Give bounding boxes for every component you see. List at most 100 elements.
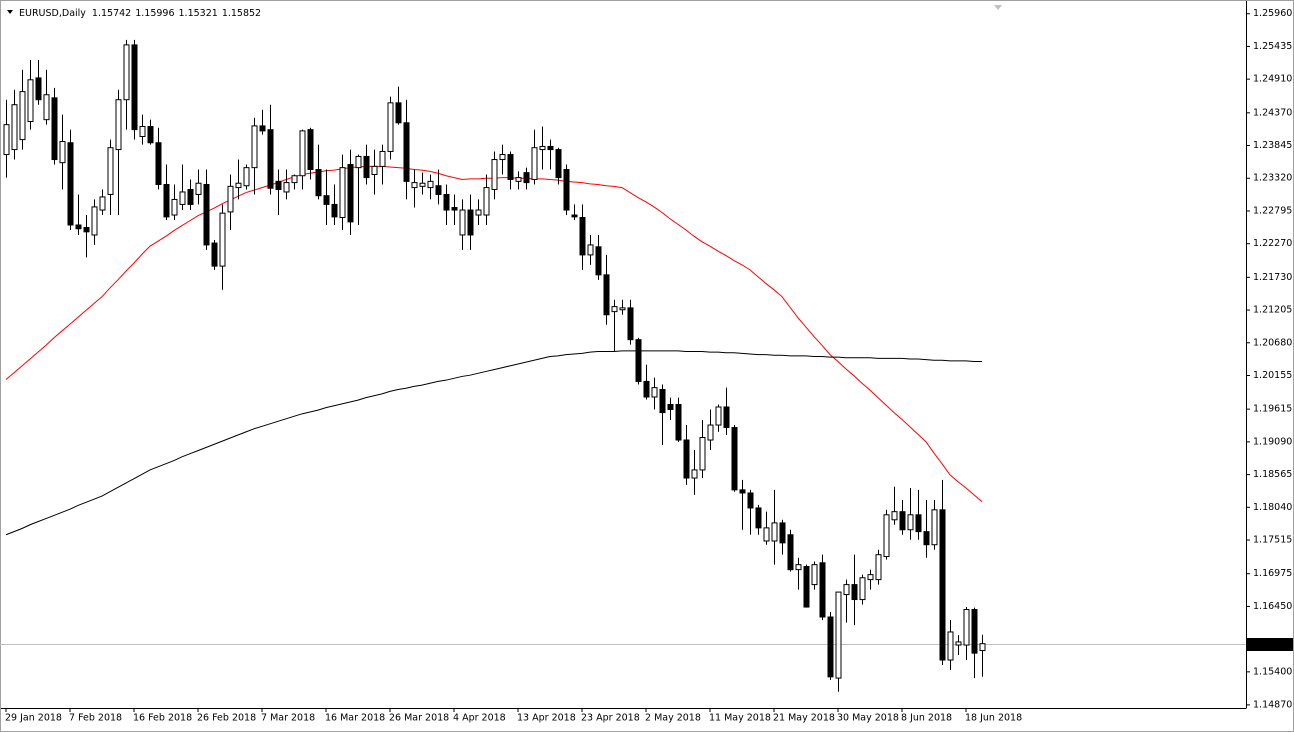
- candle-body: [827, 616, 834, 678]
- candle-body: [371, 165, 378, 176]
- current-price-label: 1.15852: [1253, 639, 1292, 650]
- candle-body: [867, 574, 874, 581]
- moving-average-line: [5, 350, 982, 536]
- candle-body: [171, 198, 178, 216]
- candle-body: [291, 175, 298, 184]
- candle-body: [275, 180, 282, 190]
- x-tick-label: 26 Feb 2018: [197, 713, 256, 724]
- candle-body: [803, 566, 810, 608]
- last-high: 1.15996: [135, 8, 174, 19]
- candle-body: [531, 147, 538, 180]
- candle-body: [571, 214, 578, 218]
- candle-body: [27, 79, 34, 123]
- candle-body: [707, 424, 714, 441]
- candle-body: [795, 564, 802, 571]
- candle-body: [963, 609, 970, 646]
- y-tick-label: 1.18565: [1253, 469, 1292, 480]
- candle-body: [347, 164, 354, 223]
- candle-body: [227, 185, 234, 213]
- candle-body: [483, 187, 490, 216]
- y-tick-label: 1.23845: [1253, 140, 1292, 151]
- y-tick-label: 1.14870: [1253, 699, 1292, 710]
- y-tick-label: 1.19615: [1253, 404, 1292, 415]
- candle-body: [675, 403, 682, 441]
- candle-body: [11, 104, 18, 151]
- candle-body: [979, 643, 986, 652]
- candle-body: [731, 427, 738, 491]
- y-tick-label: 1.17515: [1253, 535, 1292, 546]
- candle-body: [939, 509, 946, 661]
- y-tick-label: 1.21730: [1253, 272, 1292, 283]
- candle-body: [235, 182, 242, 189]
- candle-body: [123, 44, 130, 101]
- candle-body: [315, 169, 322, 197]
- candle-body: [779, 522, 786, 544]
- last-open: 1.15742: [92, 8, 131, 19]
- candle-body: [595, 246, 602, 276]
- candle-body: [323, 195, 330, 205]
- menu-arrow[interactable]: [7, 10, 13, 14]
- candle-body: [723, 406, 730, 429]
- x-tick-label: 16 Mar 2018: [325, 713, 385, 724]
- x-tick-label: 23 Apr 2018: [581, 713, 640, 724]
- y-tick-label: 1.24910: [1253, 74, 1292, 85]
- x-tick-label: 8 Jun 2018: [901, 713, 952, 724]
- candle-body: [619, 307, 626, 311]
- candle-body: [739, 489, 746, 494]
- candle-body: [635, 339, 642, 382]
- candle-body: [859, 577, 866, 601]
- x-tick-label: 21 May 2018: [773, 713, 835, 724]
- candle-body: [75, 224, 82, 230]
- candle-body: [251, 125, 258, 169]
- symbol: EURUSD,Daily: [19, 8, 86, 19]
- x-tick-label: 7 Feb 2018: [69, 713, 122, 724]
- candle-body: [907, 514, 914, 531]
- candle-body: [651, 387, 658, 398]
- candle-body: [67, 142, 74, 226]
- candle-body: [35, 77, 42, 101]
- candle-body: [459, 209, 466, 236]
- candle-body: [947, 631, 954, 661]
- candle-body: [819, 562, 826, 618]
- x-tick-label: 11 May 2018: [709, 713, 771, 724]
- y-tick-label: 1.16975: [1253, 568, 1292, 579]
- candle-body: [627, 307, 634, 341]
- candle-body: [555, 149, 562, 179]
- y-tick-label: 1.22270: [1253, 238, 1292, 249]
- candle-body: [587, 244, 594, 256]
- candle-body: [435, 185, 442, 195]
- candle-body: [923, 531, 930, 546]
- candle-body: [211, 242, 218, 267]
- candle-body: [763, 527, 770, 542]
- x-tick-label: 4 Apr 2018: [453, 713, 506, 724]
- candle-body: [51, 97, 58, 161]
- chart-header: EURUSD,Daily 1.15742 1.15996 1.15321 1.15852: [19, 8, 261, 19]
- y-tick-label: 1.20680: [1253, 337, 1292, 348]
- candle-body: [59, 140, 66, 164]
- candle-body: [851, 584, 858, 601]
- candle-body: [683, 439, 690, 479]
- candle-body: [691, 469, 698, 479]
- x-tick-label: 16 Feb 2018: [133, 713, 192, 724]
- candle-body: [163, 183, 170, 218]
- candle-body: [579, 217, 586, 256]
- candle-body: [603, 274, 610, 316]
- x-tick-label: 30 May 2018: [837, 713, 899, 724]
- candle-body: [107, 147, 114, 195]
- candle-body: [243, 167, 250, 187]
- candle-body: [811, 564, 818, 586]
- candle-body: [915, 514, 922, 533]
- candle-body: [299, 130, 306, 177]
- candle-body: [115, 99, 122, 151]
- y-tick-label: 1.24370: [1253, 107, 1292, 118]
- candle-body: [219, 212, 226, 267]
- y-tick-label: 1.22795: [1253, 205, 1292, 216]
- shift-marker[interactable]: [994, 5, 1002, 10]
- candle-body: [467, 209, 474, 236]
- candle-body: [427, 180, 434, 189]
- candle-body: [43, 94, 50, 121]
- candle-body: [547, 145, 554, 151]
- candle-body: [131, 44, 138, 131]
- y-tick-label: 1.18040: [1253, 502, 1292, 513]
